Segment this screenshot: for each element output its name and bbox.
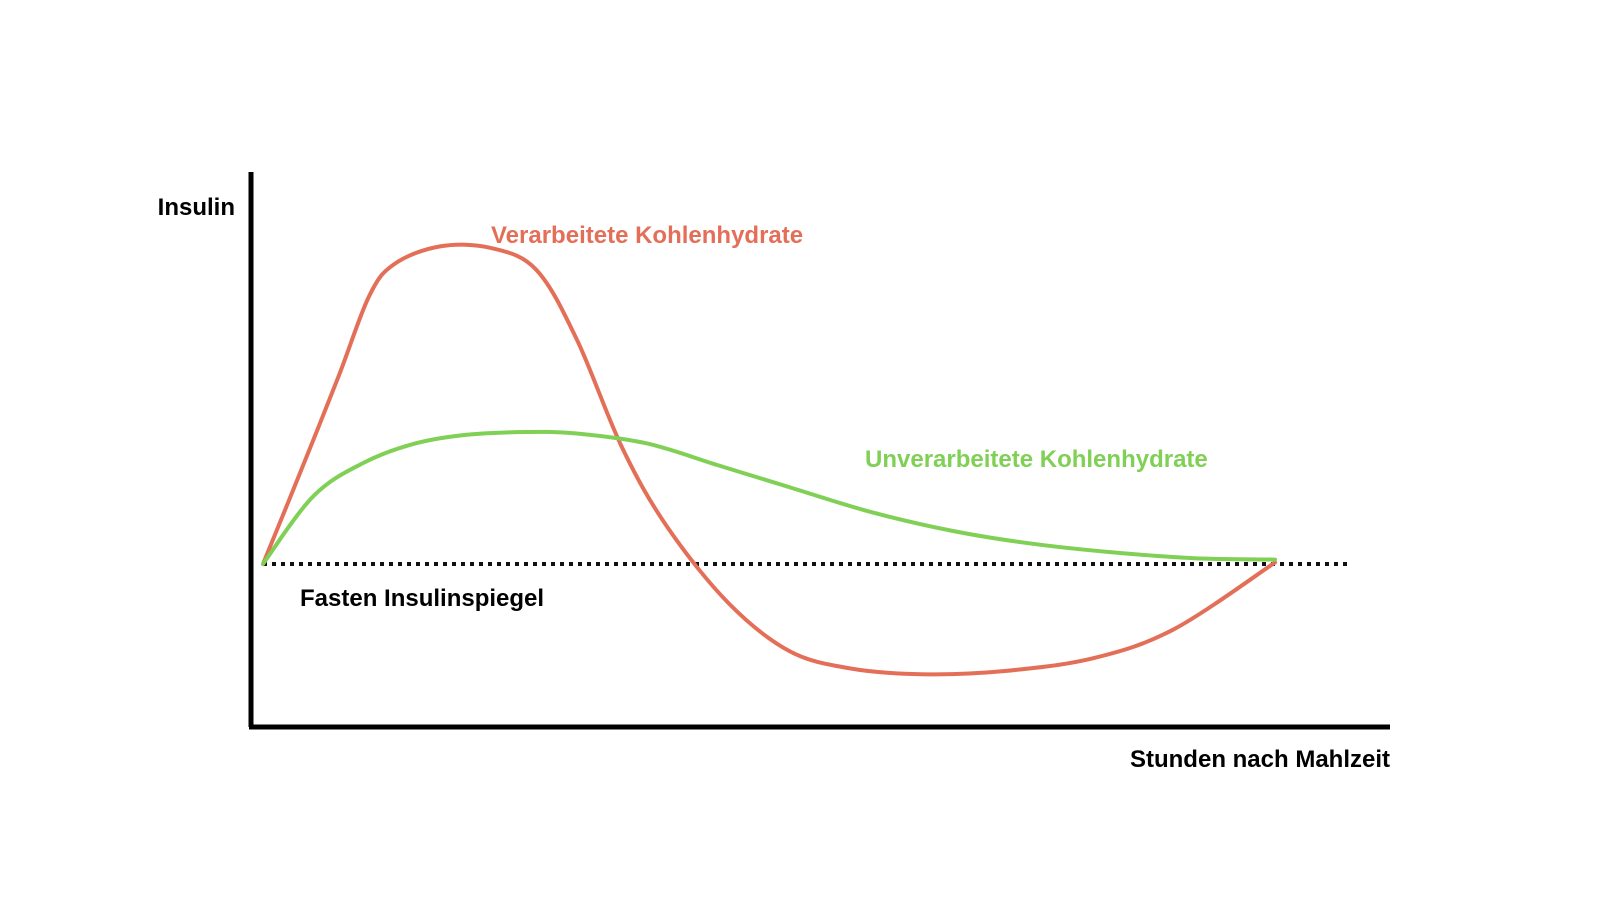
processed-carbs-curve (261, 242, 1277, 677)
processed-carbs-label: Verarbeitete Kohlenhydrate (491, 222, 803, 249)
unprocessed-carbs-label: Unverarbeitete Kohlenhydrate (865, 446, 1208, 473)
y-axis-label: Insulin (158, 194, 235, 221)
unprocessed-carbs-curve (261, 429, 1277, 566)
fasting-level-label: Fasten Insulinspiegel (300, 585, 544, 612)
x-axis-label: Stunden nach Mahlzeit (1130, 746, 1390, 773)
